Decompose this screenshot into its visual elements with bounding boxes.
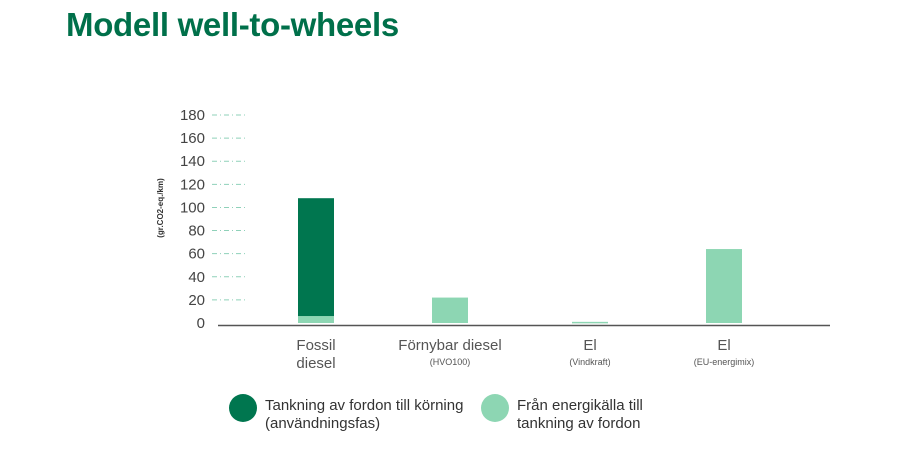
legend-label-dark: Tankning av fordon till körning (användn… bbox=[265, 397, 464, 432]
category-label: diesel bbox=[296, 355, 335, 372]
bar-segment bbox=[572, 321, 608, 324]
y-tick-label: 120 bbox=[180, 176, 205, 193]
bar-segment bbox=[432, 297, 468, 323]
category-label: Fossil bbox=[296, 337, 335, 354]
legend-swatch-light bbox=[481, 394, 509, 422]
y-tick-label: 140 bbox=[180, 153, 205, 170]
y-tick-label: 0 bbox=[197, 315, 205, 332]
bar-segment bbox=[706, 249, 742, 323]
y-tick-label: 80 bbox=[188, 223, 205, 240]
y-tick-labels: 0 20 40 60 80 100 120 140 160 180 bbox=[180, 107, 205, 332]
y-tick-label: 160 bbox=[180, 130, 205, 147]
category-label: El bbox=[717, 337, 730, 354]
category-label: Förnybar diesel bbox=[398, 337, 501, 354]
legend-item-dark: Tankning av fordon till körning (användn… bbox=[229, 394, 465, 433]
bars bbox=[298, 198, 742, 324]
legend-swatch-dark bbox=[229, 394, 257, 422]
y-tick-label: 20 bbox=[188, 292, 205, 309]
legend-label-light: Från energikälla till tankning av fordon bbox=[517, 397, 643, 432]
page-title: Modell well-to-wheels bbox=[66, 6, 399, 43]
bar-segment bbox=[298, 198, 334, 317]
y-tick-label: 40 bbox=[188, 269, 205, 286]
y-tick-label: 180 bbox=[180, 107, 205, 124]
category-label: El bbox=[583, 337, 596, 354]
category-sublabel: (EU-energimix) bbox=[694, 357, 755, 367]
category-sublabel: (Vindkraft) bbox=[569, 357, 610, 367]
category-sublabel: (HVO100) bbox=[430, 357, 471, 367]
legend-item-light: Från energikälla till tankning av fordon bbox=[481, 394, 647, 433]
bar-segment bbox=[298, 316, 334, 323]
y-axis-label: (gr.CO2-eq./km) bbox=[156, 178, 165, 238]
grid-lines bbox=[212, 114, 246, 301]
y-tick-label: 100 bbox=[180, 199, 205, 216]
y-tick-label: 60 bbox=[188, 246, 205, 263]
